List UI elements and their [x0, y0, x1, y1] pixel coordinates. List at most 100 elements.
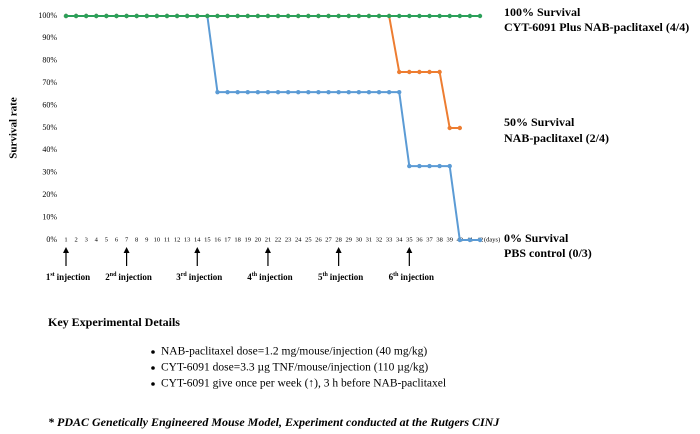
x-tick-label: 11 [164, 236, 170, 243]
data-point [63, 13, 69, 19]
y-tick-label: 70% [42, 78, 57, 87]
data-point [386, 13, 392, 19]
data-point [457, 125, 463, 131]
data-point [83, 13, 89, 19]
arrow-head [264, 247, 271, 253]
data-point [215, 13, 220, 19]
data-point [235, 13, 240, 19]
data-point [255, 89, 261, 95]
detail-item: NAB-paclitaxel dose=1.2 mg/mouse/injecti… [161, 346, 427, 358]
data-point [296, 89, 301, 95]
data-point [407, 13, 412, 19]
data-point [417, 13, 422, 19]
data-point [73, 13, 79, 19]
x-tick-label: 33 [386, 236, 393, 243]
x-tick-label: 9 [145, 236, 148, 243]
x-tick-label: 6 [115, 236, 119, 243]
x-tick-label: 37 [426, 236, 433, 243]
injection-text: injection [330, 272, 364, 282]
injection-number: 1 [46, 272, 51, 282]
data-point [134, 13, 139, 19]
x-tick-label: 19 [245, 236, 252, 243]
bullet [151, 382, 155, 386]
y-tick-label: 30% [42, 168, 57, 177]
legend-label: PBS control (0/3) [504, 246, 592, 260]
x-tick-label: 10 [154, 236, 161, 243]
data-point [225, 89, 230, 95]
series-line [66, 15, 480, 241]
detail-item: CYT-6091 dose=3.3 µg TNF/mouse/injection… [161, 362, 428, 374]
data-point [447, 163, 452, 169]
data-point [397, 69, 402, 75]
y-tick-label: 10% [42, 212, 57, 221]
x-tick-label: 17 [224, 236, 231, 243]
x-tick-label: 35 [406, 236, 413, 243]
x-tick-label: 12 [174, 236, 181, 243]
x-tick-label: 4 [95, 236, 99, 243]
data-point [215, 89, 220, 95]
arrow-head [63, 247, 69, 253]
data-point [477, 13, 483, 19]
x-tick-label: 8 [135, 236, 138, 243]
data-point [245, 89, 250, 95]
injection-label: 6th injection [389, 272, 434, 282]
data-point [144, 13, 149, 19]
x-tick-label: 26 [315, 236, 322, 243]
injection-label: 3rd injection [176, 272, 222, 282]
data-point [326, 13, 331, 19]
injection-suffix: th [252, 272, 258, 278]
data-point [427, 163, 432, 169]
x-tick-label: 18 [234, 236, 241, 243]
injection-text: injection [189, 272, 223, 282]
data-point [457, 13, 463, 19]
arrow-head [123, 247, 130, 253]
data-point [336, 89, 341, 95]
series-annotation: 100% Survival [504, 5, 581, 19]
injection-suffix: st [50, 272, 54, 278]
injection-label: 4th injection [247, 272, 292, 282]
data-point [94, 13, 99, 19]
arrow-head [194, 247, 201, 253]
injection-text: injection [259, 272, 293, 282]
y-tick-label: 50% [42, 123, 57, 132]
footnote: * PDAC Genetically Engineered Mouse Mode… [48, 415, 500, 429]
x-tick-label: 3 [85, 236, 88, 243]
data-point [316, 89, 321, 95]
legend-label: NAB-paclitaxel (2/4) [504, 131, 609, 145]
bullet [151, 350, 155, 354]
data-point [407, 163, 412, 169]
x-tick-label: 21 [265, 236, 272, 243]
x-tick-label: 15 [204, 236, 211, 243]
data-point [397, 89, 402, 95]
data-point [457, 237, 463, 243]
y-tick-label: 80% [42, 56, 57, 65]
data-point [467, 13, 473, 19]
arrow-head [406, 247, 413, 253]
injection-label: 1st injection [46, 272, 90, 282]
data-point [447, 125, 452, 131]
bullet [151, 366, 155, 370]
injection-number: 3 [176, 272, 181, 282]
injection-number: 6 [389, 272, 394, 282]
data-point [285, 13, 291, 19]
x-tick-label: 16 [214, 236, 221, 243]
data-point [417, 69, 422, 75]
data-point [397, 13, 402, 19]
data-point [477, 237, 483, 243]
injection-number: 4 [247, 272, 252, 282]
injection-suffix: th [322, 272, 328, 278]
data-point [184, 13, 190, 19]
x-tick-label: 38 [436, 236, 443, 243]
injection-number: 2 [105, 272, 110, 282]
injection-text: injection [400, 272, 434, 282]
data-point [366, 13, 372, 19]
x-tick-label: 23 [285, 236, 292, 243]
injection-suffix: rd [181, 272, 188, 278]
injection-number: 5 [318, 272, 323, 282]
data-point [376, 13, 382, 19]
x-tick-label: 36 [416, 236, 423, 243]
data-point [104, 13, 109, 19]
data-point [386, 89, 392, 95]
data-point [437, 163, 442, 169]
data-point [114, 13, 119, 19]
